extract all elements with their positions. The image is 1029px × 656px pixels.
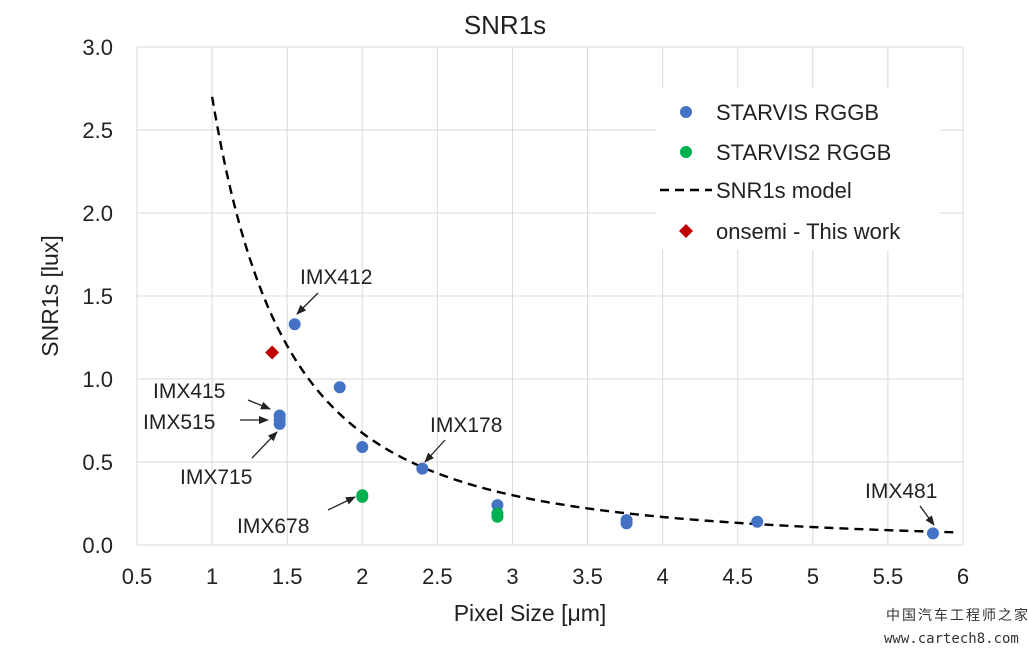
legend-marker-circle — [680, 106, 692, 118]
tick-labels: 0.5 1 1.5 2 2.5 3 3.5 4 4.5 5 5.5 6 0.0 0.5 1.0 1.5 2.0 2… — [82, 35, 969, 589]
annotation-label: IMX178 — [430, 414, 502, 437]
legend: STARVIS RGGB STARVIS2 RGGB SNR1s model onse… — [656, 88, 940, 250]
annotation-arrow — [919, 505, 935, 526]
x-tick-label: 6 — [957, 564, 969, 589]
x-tick-label: 2.5 — [422, 564, 453, 589]
snr1s-model-curve — [210, 96, 956, 534]
x-tick-label: 2 — [356, 564, 368, 589]
x-tick-label: 1 — [206, 564, 218, 589]
x-tick-label: 5.5 — [873, 564, 904, 589]
annotation-arrow — [327, 496, 356, 511]
legend-background — [656, 88, 940, 250]
annotation-label: IMX678 — [237, 515, 309, 538]
watermark-url-text: www.cartech8.com — [884, 631, 1019, 647]
annotation-label: IMX515 — [143, 411, 215, 434]
legend-marker-diamond — [679, 224, 693, 238]
data-point — [620, 517, 633, 530]
y-tick-label: 1.0 — [82, 367, 113, 392]
legend-marker-circle — [680, 146, 692, 158]
data-points — [265, 318, 939, 540]
data-point — [926, 527, 939, 540]
x-tick-label: 5 — [807, 564, 819, 589]
annotation-label: IMX415 — [153, 380, 225, 403]
y-tick-label: 0.0 — [82, 533, 113, 558]
watermark: 中国汽车工程师之家 www.cartech8.com — [884, 607, 1029, 647]
data-point-diamond — [265, 345, 280, 360]
annotation-arrow — [247, 399, 271, 410]
y-axis-title: SNR1s [lux] — [37, 235, 63, 356]
model-curve-layer — [210, 96, 956, 534]
data-point — [356, 490, 369, 503]
x-tick-label: 4.5 — [722, 564, 753, 589]
x-tick-label: 4 — [657, 564, 669, 589]
data-point — [356, 441, 369, 454]
y-tick-label: 2.0 — [82, 201, 113, 226]
annotation-arrow — [251, 431, 278, 459]
data-point — [333, 381, 346, 394]
x-axis-title: Pixel Size [μm] — [454, 600, 607, 626]
y-tick-label: 2.5 — [82, 118, 113, 143]
data-point — [273, 417, 286, 430]
legend-label: STARVIS2 RGGB — [716, 140, 891, 165]
annotations: IMX412 IMX415 IMX515 IMX715 IMX178 IMX678 IMX4… — [143, 266, 937, 538]
data-point — [416, 462, 429, 475]
annotation-label: IMX715 — [180, 466, 252, 489]
x-tick-label: 3.5 — [572, 564, 603, 589]
legend-label: SNR1s model — [716, 178, 852, 203]
data-point — [491, 510, 504, 523]
x-tick-label: 3 — [506, 564, 518, 589]
legend-label: onsemi - This work — [716, 219, 901, 244]
y-tick-label: 1.5 — [82, 284, 113, 309]
data-point — [288, 318, 301, 331]
annotation-arrow — [296, 292, 319, 315]
data-point — [491, 499, 504, 512]
legend-label: STARVIS RGGB — [716, 100, 879, 125]
x-tick-label: 1.5 — [272, 564, 303, 589]
y-tick-label: 0.5 — [82, 450, 113, 475]
annotation-label: IMX481 — [865, 480, 937, 503]
annotation-label: IMX412 — [300, 266, 372, 289]
annotation-arrow — [424, 439, 446, 463]
x-tick-label: 0.5 — [122, 564, 153, 589]
watermark-cn-text: 中国汽车工程师之家 — [886, 607, 1029, 624]
y-tick-label: 3.0 — [82, 35, 113, 60]
chart-title: SNR1s — [464, 10, 546, 40]
data-point — [751, 515, 764, 528]
